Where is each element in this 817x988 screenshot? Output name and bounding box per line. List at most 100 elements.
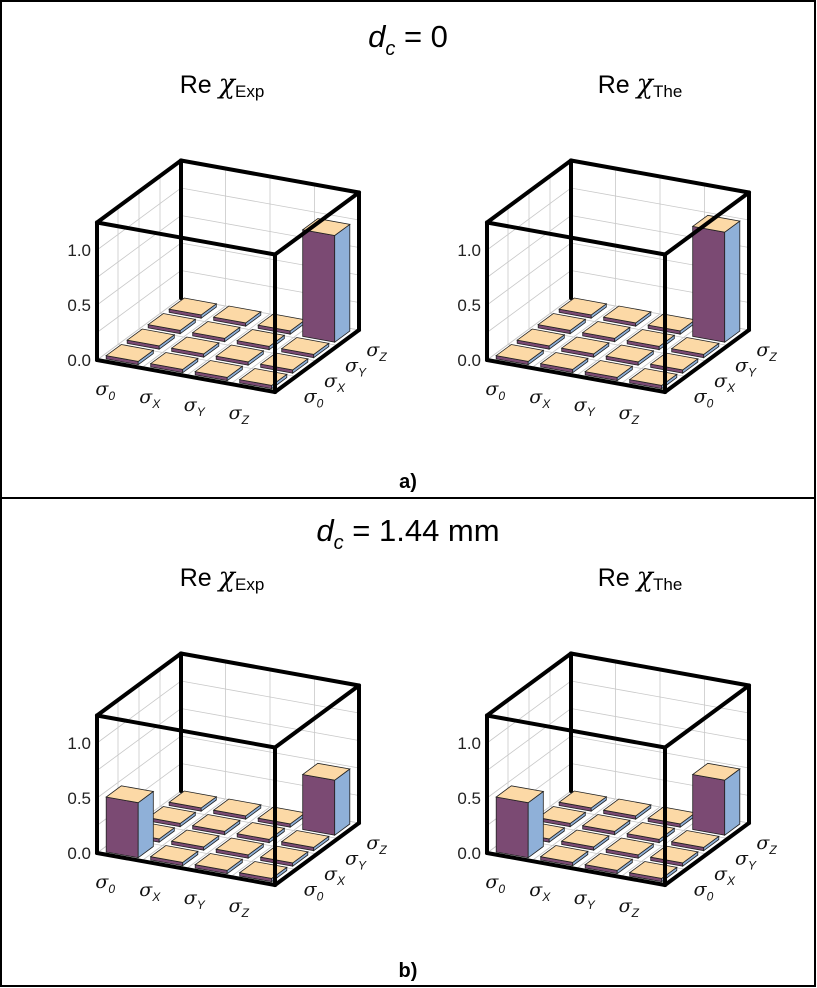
z-tick-label: 0.0: [67, 844, 91, 863]
y-category-label-subscript: Z: [768, 843, 777, 857]
y-category-label-subscript: X: [726, 874, 736, 888]
y-category-label-subscript: 0: [317, 889, 324, 903]
bar-top-face: [147, 313, 197, 331]
bar-top-face: [602, 798, 652, 817]
y-category-label-symbol: σ: [735, 847, 749, 869]
bar-side-face: [724, 220, 741, 343]
x-category-label-subscript: 0: [498, 389, 505, 403]
x-category-label: σ0: [95, 871, 115, 896]
x-category-label-subscript: X: [151, 397, 161, 411]
y-category-label: σX: [714, 370, 736, 395]
bar-0-0: [495, 785, 545, 859]
y-category-label: σ0: [304, 878, 324, 903]
bar-0-3: [558, 790, 608, 812]
z-tick-label: 0.5: [67, 296, 91, 315]
bar-3-2: [280, 830, 330, 852]
y-category-label: σZ: [366, 339, 387, 364]
subplot-title-b-the: Re χThe: [598, 562, 683, 594]
box-edge: [569, 158, 751, 195]
x-category-labels: σ0 σX σY σZ: [485, 871, 639, 920]
bar-2-1: [215, 837, 265, 859]
y-category-label: σY: [345, 354, 367, 379]
bar-top-face: [516, 328, 566, 347]
box-back-edges: [95, 651, 361, 855]
x-category-label: σ0: [485, 378, 505, 403]
bar-2-1: [605, 837, 655, 859]
box-edge: [273, 190, 361, 257]
bar-top-face: [558, 297, 608, 316]
x-category-labels: σ0 σX σY σZ: [95, 871, 249, 920]
bar-0-0: [105, 344, 155, 366]
x-category-label-subscript: X: [151, 890, 161, 904]
box-edge: [485, 651, 573, 718]
bar-top-face: [236, 329, 286, 347]
x-category-label-symbol: σ: [229, 402, 243, 424]
bar-1-2: [191, 321, 241, 343]
x-category-label-subscript: Z: [631, 413, 640, 427]
bar-top-face: [168, 790, 218, 809]
box-edge: [485, 158, 573, 225]
bar-front-face: [105, 796, 139, 859]
box-edge: [179, 651, 361, 688]
bar-1-3: [602, 798, 652, 820]
bar-top-face: [626, 822, 676, 840]
bar-1-2: [191, 814, 241, 836]
bar-top-face: [105, 344, 155, 362]
bar-top-face: [259, 352, 309, 371]
bar-top-face: [581, 321, 631, 339]
y-category-label-subscript: Y: [358, 365, 367, 379]
bar-top-face: [584, 853, 634, 871]
subplot-title-a-exp: Re χExp: [180, 69, 265, 101]
y-category-label-symbol: σ: [735, 354, 749, 376]
bar-3-2: [670, 830, 720, 852]
y-category-label-symbol: σ: [324, 863, 338, 885]
box-edge: [485, 358, 667, 394]
box-edge: [179, 158, 361, 195]
x-category-label: σY: [574, 394, 596, 419]
box-edge: [569, 651, 751, 688]
x-category-label-subscript: Y: [197, 898, 206, 912]
bar-top-face: [212, 798, 262, 817]
bar-0-3: [168, 790, 218, 812]
y-category-label: σ0: [694, 385, 714, 410]
y-category-label-subscript: Z: [378, 843, 387, 857]
bar-top-face: [495, 344, 545, 362]
bar-2-2: [236, 822, 286, 844]
bar-1-1: [560, 336, 610, 358]
y-category-label-symbol: σ: [694, 385, 708, 407]
bar-0-3: [168, 297, 218, 319]
x-category-label: σX: [139, 386, 161, 411]
bar-top-face: [170, 829, 220, 848]
bar-top-face: [280, 337, 330, 355]
x-category-label-symbol: σ: [619, 895, 633, 917]
z-tick-label: 0.5: [67, 789, 91, 808]
bars: [495, 762, 741, 883]
bar-top-face: [191, 321, 241, 339]
bar-2-0: [194, 853, 244, 875]
bar-top-face: [649, 845, 699, 864]
z-tick-label: 1.0: [67, 734, 91, 753]
bar-3-2: [280, 337, 330, 359]
bar-2-1: [605, 344, 655, 366]
z-tick-label: 0.0: [457, 351, 481, 370]
z-tick-labels: 0.0 0.5 1.0: [67, 734, 91, 863]
y-category-label: σ0: [694, 878, 714, 903]
bar-2-2: [236, 329, 286, 351]
bar-top-face: [539, 845, 589, 863]
bar-top-face: [301, 218, 351, 236]
y-category-label-subscript: Z: [378, 350, 387, 364]
x-category-label: σY: [184, 887, 206, 912]
bar-1-1: [170, 336, 220, 358]
bar-1-1: [560, 829, 610, 851]
y-category-label-subscript: X: [336, 874, 346, 888]
box-edge: [485, 713, 667, 750]
bar-2-0: [584, 853, 634, 875]
bar-front-face: [302, 774, 336, 836]
x-category-label-subscript: Z: [241, 906, 250, 920]
box-edge: [663, 328, 751, 394]
